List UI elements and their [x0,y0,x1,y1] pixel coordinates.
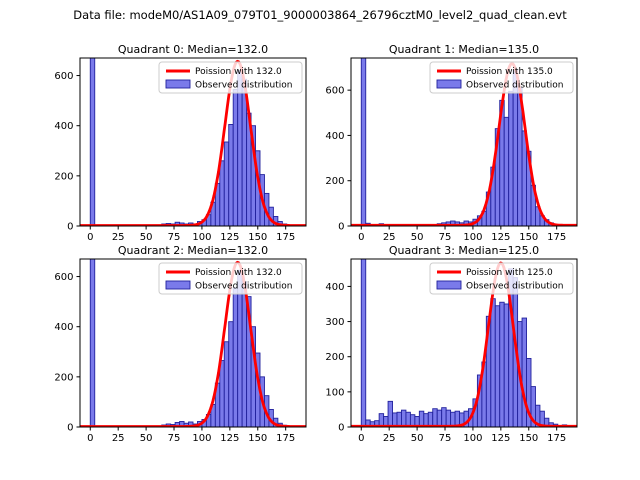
svg-text:50: 50 [411,232,424,243]
svg-text:100: 100 [192,232,211,243]
svg-text:0: 0 [67,222,73,233]
axis-ticks: 0 25 50 75 100 125 150 175 0 200 400 600 [54,272,295,444]
svg-text:600: 600 [325,86,344,97]
svg-text:75: 75 [168,433,181,444]
legend-patch-swatch [165,79,191,89]
svg-text:25: 25 [383,433,396,444]
plot-area-quadrant-2: 0 25 50 75 100 125 150 175 0 200 400 600 Poission wi… [54,258,307,444]
svg-text:600: 600 [54,71,73,82]
svg-text:150: 150 [519,232,538,243]
subplot-title-quadrant-0: Quadrant 0: Median=132.0 [117,43,269,56]
svg-text:400: 400 [54,322,73,333]
svg-text:75: 75 [439,433,452,444]
axis-ticks: 0 25 50 75 100 125 150 175 0 100 200 300 400 [325,282,566,444]
svg-text:100: 100 [463,232,482,243]
axes-frame [79,57,307,227]
svg-text:0: 0 [67,423,73,434]
svg-text:150: 150 [248,433,267,444]
legend-patch-swatch [436,79,462,89]
svg-text:150: 150 [519,433,538,444]
svg-text:125: 125 [491,433,510,444]
axis-ticks: 0 25 50 75 100 125 150 175 0 200 400 600 [54,71,295,243]
svg-text:25: 25 [112,232,125,243]
svg-text:50: 50 [140,232,153,243]
svg-text:125: 125 [220,232,239,243]
svg-text:125: 125 [491,232,510,243]
svg-text:0: 0 [358,232,364,243]
svg-text:200: 200 [325,176,344,187]
svg-text:0: 0 [87,232,93,243]
svg-text:600: 600 [54,272,73,283]
legend-label-observed: Observed distribution [466,282,563,292]
svg-text:400: 400 [325,131,344,142]
legend-patch-swatch [436,280,462,290]
legend-label-fit: Poission with 132.0 [195,67,282,77]
axes-frame [350,258,578,428]
poisson-fit-curve [351,62,577,226]
svg-text:75: 75 [168,232,181,243]
svg-text:125: 125 [220,433,239,444]
svg-text:50: 50 [140,433,153,444]
svg-text:400: 400 [54,121,73,132]
axes-frame [79,258,307,428]
legend: Poission with 132.0 Observed distribution [158,61,303,94]
svg-text:175: 175 [547,433,566,444]
legend: Poission with 125.0 Observed distribution [429,262,574,295]
legend-label-observed: Observed distribution [466,81,563,91]
svg-text:25: 25 [383,232,396,243]
plot-area-quadrant-3: 0 25 50 75 100 125 150 175 0 100 200 300 400 Poission… [325,258,578,444]
svg-text:0: 0 [338,222,344,233]
axes-frame [350,57,578,227]
svg-text:200: 200 [325,352,344,363]
svg-text:175: 175 [276,433,295,444]
subplot-title-quadrant-2: Quadrant 2: Median=132.0 [117,244,269,257]
plot-area-quadrant-1: 0 25 50 75 100 125 150 175 0 200 400 600 Poission wi… [325,57,578,243]
svg-text:300: 300 [325,317,344,328]
subplot-title-quadrant-3: Quadrant 3: Median=125.0 [388,244,540,257]
axis-ticks: 0 25 50 75 100 125 150 175 0 200 400 600 [325,86,566,243]
legend-label-observed: Observed distribution [195,81,292,91]
svg-text:50: 50 [411,433,424,444]
subplot-title-quadrant-1: Quadrant 1: Median=135.0 [388,43,540,56]
svg-text:0: 0 [338,423,344,434]
svg-text:150: 150 [248,232,267,243]
svg-text:400: 400 [325,282,344,293]
legend-label-observed: Observed distribution [195,282,292,292]
legend: Poission with 135.0 Observed distribution [429,61,574,94]
svg-text:0: 0 [87,433,93,444]
poisson-fit-curve [351,261,577,427]
legend-patch-swatch [165,280,191,290]
svg-text:100: 100 [325,387,344,398]
svg-text:200: 200 [54,171,73,182]
svg-text:75: 75 [439,232,452,243]
svg-text:200: 200 [54,372,73,383]
svg-text:175: 175 [547,232,566,243]
plot-area-quadrant-0: 0 25 50 75 100 125 150 175 0 200 400 600 Poission wi… [54,57,307,243]
svg-text:100: 100 [192,433,211,444]
legend-label-fit: Poission with 132.0 [195,268,282,278]
legend-label-fit: Poission with 125.0 [466,268,553,278]
svg-text:25: 25 [112,433,125,444]
svg-text:175: 175 [276,232,295,243]
svg-text:0: 0 [358,433,364,444]
svg-text:100: 100 [463,433,482,444]
figure-title: Data file: modeM0/AS1A09_079T01_90000038… [73,8,567,22]
legend: Poission with 132.0 Observed distribution [158,262,303,295]
legend-label-fit: Poission with 135.0 [466,67,553,77]
